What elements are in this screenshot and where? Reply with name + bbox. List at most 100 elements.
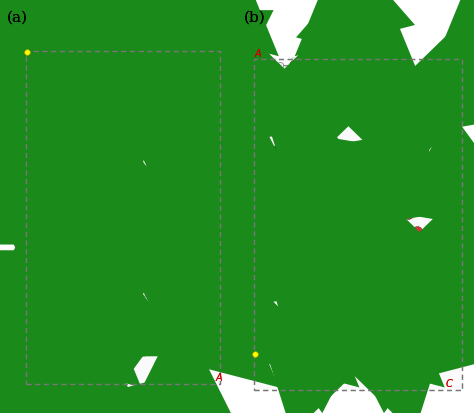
Point — [316, 275, 324, 281]
Point — [86, 191, 94, 197]
Point — [396, 261, 404, 268]
Point — [409, 88, 417, 94]
Point — [162, 108, 170, 115]
Point — [72, 319, 80, 325]
Point — [318, 254, 325, 261]
Point — [67, 261, 75, 268]
Point — [319, 164, 327, 170]
Point — [368, 275, 376, 282]
Point — [315, 288, 323, 295]
Point — [63, 360, 70, 367]
Point — [420, 144, 428, 150]
Point — [280, 328, 287, 334]
Point — [423, 290, 430, 297]
Point — [447, 203, 455, 210]
Point — [446, 261, 454, 268]
Point — [205, 154, 212, 160]
Point — [281, 96, 288, 102]
Point — [388, 71, 396, 78]
Point — [366, 249, 374, 255]
Point — [304, 246, 311, 252]
Point — [414, 205, 422, 211]
Point — [459, 261, 467, 268]
Point — [380, 134, 388, 141]
Text: C: C — [29, 372, 36, 382]
Point — [282, 178, 289, 185]
Point — [288, 174, 296, 181]
Point — [280, 294, 287, 301]
Point — [366, 116, 374, 123]
Point — [148, 207, 155, 214]
Point — [276, 282, 283, 288]
Point — [456, 178, 464, 185]
Point — [385, 99, 393, 106]
Point — [276, 63, 283, 69]
Point — [191, 306, 198, 313]
Point — [309, 170, 317, 177]
Point — [271, 275, 279, 281]
Point — [105, 207, 113, 214]
Point — [281, 158, 288, 164]
Point — [58, 141, 65, 148]
Point — [375, 92, 383, 98]
Point — [283, 116, 291, 123]
Point — [275, 261, 283, 268]
Point — [91, 344, 99, 350]
Point — [285, 145, 292, 152]
Point — [409, 141, 416, 148]
Point — [105, 261, 113, 268]
Point — [167, 67, 174, 74]
Point — [283, 121, 291, 127]
Point — [271, 327, 279, 334]
Point — [96, 298, 103, 305]
Point — [96, 55, 103, 61]
Point — [295, 112, 302, 119]
Text: C: C — [29, 372, 36, 382]
Point — [58, 59, 65, 65]
Point — [394, 108, 402, 115]
Point — [278, 127, 285, 134]
Text: (b): (b) — [244, 10, 266, 24]
Point — [186, 298, 193, 305]
Point — [287, 92, 295, 98]
Text: (a): (a) — [7, 10, 28, 24]
Point — [290, 236, 298, 243]
Point — [310, 152, 317, 159]
Point — [143, 302, 151, 309]
Point — [361, 162, 369, 169]
Point — [293, 241, 301, 248]
Point — [100, 166, 108, 173]
Point — [375, 224, 383, 230]
Point — [157, 125, 165, 131]
Point — [167, 121, 174, 127]
Point — [314, 121, 321, 127]
Point — [82, 137, 89, 144]
Point — [365, 265, 373, 272]
Point — [253, 64, 260, 71]
Point — [96, 249, 103, 255]
Point — [281, 236, 288, 243]
Point — [416, 105, 424, 112]
Point — [195, 178, 203, 185]
Point — [181, 162, 189, 169]
Point — [63, 170, 70, 177]
Point — [91, 104, 99, 111]
Point — [91, 244, 99, 251]
Point — [454, 207, 461, 214]
Point — [463, 174, 470, 181]
Point — [455, 294, 463, 301]
Text: C: C — [446, 378, 452, 388]
Point — [415, 114, 422, 120]
Point — [372, 168, 379, 175]
Point — [274, 232, 282, 239]
Point — [105, 178, 113, 185]
Point — [67, 96, 75, 102]
Point — [281, 257, 288, 263]
Point — [148, 75, 155, 82]
Point — [310, 174, 318, 181]
Bar — [254, 60, 462, 390]
Point — [455, 236, 463, 243]
Text: C: C — [446, 378, 452, 388]
Point — [372, 119, 380, 126]
Point — [448, 232, 456, 239]
